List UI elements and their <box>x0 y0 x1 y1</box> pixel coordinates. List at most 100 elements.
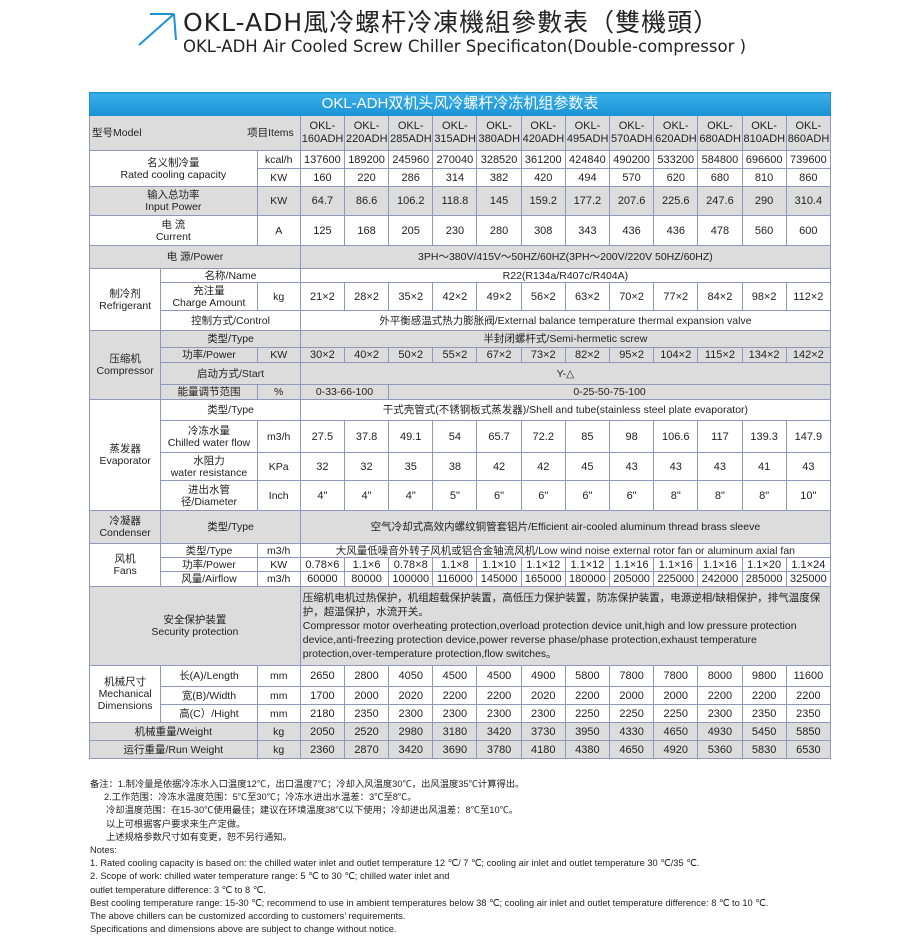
value-cell: 180000 <box>564 571 611 587</box>
value-cell: 115×2 <box>697 347 743 363</box>
table-row: 控制方式/Control 外平衡感温式热力膨胀阀/External balance… <box>90 310 832 331</box>
model-header: OKL-220ADH <box>343 115 390 151</box>
value-cell: 10" <box>785 480 832 511</box>
page-title: OKL-ADH風冷螺杆冷凍機組參數表（雙機頭） <box>183 8 720 37</box>
value-cell: 159.2 <box>520 186 566 216</box>
value-cell: 63×2 <box>564 282 611 311</box>
group-label: 风机 Fans <box>88 543 162 587</box>
value-cell: 2980 <box>388 722 434 741</box>
table-row: 高(C）/Hight mm 2180 2350 2300 2300 2300 2300 2250… <box>90 704 832 723</box>
cell-line: Compressor <box>96 365 154 377</box>
value-cell: 6" <box>608 480 655 511</box>
value-cell: 42 <box>520 452 566 481</box>
value-cell: 560 <box>741 215 787 246</box>
value-cell: 42 <box>476 452 522 481</box>
value-cell: 2200 <box>785 686 832 705</box>
model-label: 型号Model <box>92 127 142 139</box>
unit-cell: KW <box>256 557 301 572</box>
row-label: 控制方式/Control <box>160 310 301 331</box>
value-cell: 2200 <box>697 686 743 705</box>
table-row: 机械尺寸 Mechanical Dimensions 长(A)/Length mm 265… <box>88 665 832 723</box>
value-cell: 28×2 <box>343 282 390 311</box>
value-cell: 3950 <box>564 722 611 741</box>
value-cell: 104×2 <box>653 347 699 363</box>
value-cell: 65.7 <box>476 420 522 453</box>
value-cell: 6530 <box>785 740 832 759</box>
row-label: 功率/Power <box>160 347 258 363</box>
value-cell: 189200 <box>343 150 390 169</box>
table-row: 能量调节范围% 0-33-66-100 0-25-50-75-100 <box>90 384 831 400</box>
value-cell: 84×2 <box>697 282 743 311</box>
cell-line: Current <box>155 230 191 243</box>
row-label: 启动方式/Start <box>160 362 301 385</box>
value-cell: 2650 <box>299 665 345 687</box>
value-cell: 82×2 <box>564 347 611 363</box>
value-cell: 大风量低噪音外转子风机或铝合金轴流风机/Low wind noise exter… <box>299 543 832 558</box>
value-cell: 86.6 <box>343 186 390 216</box>
value-cell: 165000 <box>520 571 566 587</box>
value-cell: 4380 <box>564 740 611 759</box>
note-line-en: The above chillers can be customized acc… <box>90 911 406 922</box>
value-cell: 2200 <box>476 686 522 705</box>
value-cell: 8" <box>697 480 743 511</box>
value-cell: 3180 <box>432 722 478 741</box>
row-label: 类型/Type <box>160 330 301 348</box>
value-cell: 42×2 <box>432 282 478 311</box>
value-cell: 2300 <box>388 704 434 723</box>
unit-cell: KW <box>256 186 301 216</box>
table-row: 进出水管径/Diameter Inch 4" 4" 4" 5" 6" 6" 6" 6" 8" 8" 8"… <box>90 480 832 511</box>
cell-line: 名义制冷量 <box>147 156 200 169</box>
table-row: 蒸发器 Evaporator 类型/Type 干式壳管式(不锈钢板式蒸发器)/Shel… <box>88 399 832 511</box>
value-cell: 43 <box>785 452 832 481</box>
value-cell: 2300 <box>520 704 566 723</box>
value-cell: 490200 <box>608 150 655 169</box>
unit-cell: Inch <box>256 480 301 511</box>
table-row: 机械重量/Weight kg 2050 2520 2980 3180 3420 3730 395… <box>89 722 832 741</box>
table-row: 冷凝器 Condenser 类型/Type 空气冷却式高效内螺纹铜管套铝片/Effic… <box>88 510 832 544</box>
value-cell: 106.2 <box>388 186 434 216</box>
value-cell: 55×2 <box>432 347 478 363</box>
value-cell: 2000 <box>653 686 699 705</box>
value-cell: 80000 <box>343 571 390 587</box>
notes: 备注：1.制冷量是依据冷冻水入口温度12℃，出口温度7℃；冷却入风温度30℃，出… <box>90 778 768 936</box>
cell-line: 风机 <box>114 553 136 565</box>
value-cell: 314 <box>432 168 478 187</box>
value-cell: 1.1×16 <box>653 557 699 572</box>
value-cell: 67×2 <box>476 347 522 363</box>
value-cell: 32 <box>299 452 345 481</box>
unit-cell: kg <box>256 722 301 741</box>
value-cell: 680 <box>697 168 743 187</box>
value-cell: 70×2 <box>608 282 655 311</box>
value-cell: 1.1×20 <box>741 557 787 572</box>
value-cell: 4" <box>299 480 345 511</box>
value-cell: 225000 <box>653 571 699 587</box>
table-row: 充注量 Charge Amount kg 21×2 28×2 35×2 42×2 49×2 56… <box>90 282 832 311</box>
value-cell: 533200 <box>653 150 699 169</box>
value-cell: 2360 <box>299 740 345 759</box>
value-cell: 35 <box>388 452 434 481</box>
value-cell: 43 <box>653 452 699 481</box>
table-row: 输入总功率 Input Power KW 64.7 86.6 106.2 118.8 145 1… <box>89 186 832 216</box>
cell-line: Chilled water flow <box>167 436 251 449</box>
value-cell: 2250 <box>653 704 699 723</box>
value-cell: 3780 <box>476 740 522 759</box>
unit-cell: mm <box>256 686 301 705</box>
value-cell: 494 <box>564 168 611 187</box>
value-cell: 2200 <box>564 686 611 705</box>
value-cell: 1.1×10 <box>476 557 522 572</box>
cell-line: Charge Amount <box>172 296 246 309</box>
value-cell: 7800 <box>653 665 699 687</box>
value-cell: 125 <box>299 215 345 246</box>
value-cell: 38 <box>432 452 478 481</box>
value-cell: 60000 <box>299 571 345 587</box>
row-label: 类型/Type <box>160 543 258 558</box>
value-cell: 4930 <box>697 722 743 741</box>
value-cell: 696600 <box>741 150 787 169</box>
value-cell: 56×2 <box>520 282 566 311</box>
value-cell: 98×2 <box>741 282 787 311</box>
cell-line: Refrigerant <box>99 299 152 312</box>
cell-line: 充注量 <box>193 284 225 297</box>
value-cell: 3PH～380V/415V～50HZ/60HZ(3PH～200V/220V 50… <box>299 245 832 269</box>
value-cell: 2300 <box>476 704 522 723</box>
row-label: 类型/Type <box>160 399 301 421</box>
